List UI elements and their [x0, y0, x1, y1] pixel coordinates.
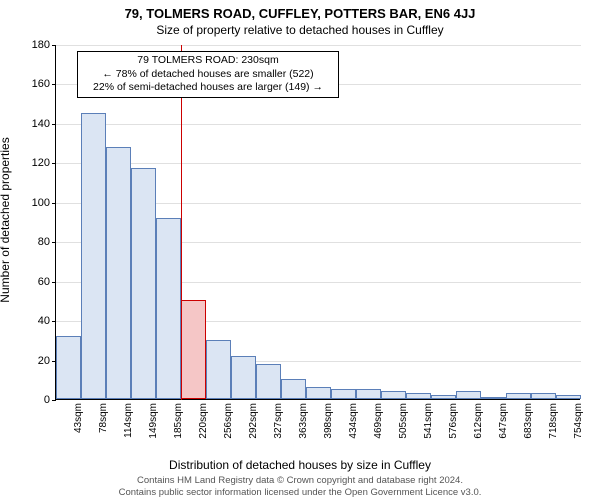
histogram-bar	[256, 364, 281, 400]
attribution-line-2: Contains public sector information licen…	[0, 487, 600, 498]
x-tick-label: 220sqm	[198, 403, 209, 439]
histogram-bar	[206, 340, 231, 399]
annotation-line-1: 79 TOLMERS ROAD: 230sqm	[83, 54, 333, 68]
x-tick-label: 647sqm	[498, 403, 509, 439]
histogram-bar	[481, 397, 506, 399]
gridline	[56, 45, 581, 46]
x-tick-label: 576sqm	[448, 403, 459, 439]
y-tick-mark	[52, 282, 56, 283]
y-tick-label: 60	[20, 276, 50, 288]
gridline	[56, 124, 581, 125]
y-tick-label: 20	[20, 355, 50, 367]
histogram-bar	[531, 393, 556, 399]
x-tick-label: 541sqm	[423, 403, 434, 439]
y-tick-label: 140	[20, 118, 50, 130]
y-tick-label: 100	[20, 197, 50, 209]
x-tick-label: 78sqm	[98, 403, 109, 433]
y-axis-label: Number of detached properties	[0, 137, 12, 302]
histogram-bar	[156, 218, 181, 399]
y-tick-label: 160	[20, 78, 50, 90]
histogram-bar	[506, 393, 531, 399]
histogram-bar	[556, 395, 581, 399]
x-tick-label: 434sqm	[348, 403, 359, 439]
property-marker-line	[181, 45, 182, 400]
y-tick-mark	[52, 45, 56, 46]
y-tick-mark	[52, 124, 56, 125]
histogram-bar	[456, 391, 481, 399]
x-tick-label: 398sqm	[323, 403, 334, 439]
annotation-line-3: 22% of semi-detached houses are larger (…	[83, 81, 333, 95]
y-tick-mark	[52, 203, 56, 204]
x-tick-label: 683sqm	[523, 403, 534, 439]
x-tick-label: 149sqm	[148, 403, 159, 439]
y-tick-label: 40	[20, 315, 50, 327]
annotation-box: 79 TOLMERS ROAD: 230sqm ← 78% of detache…	[77, 51, 339, 98]
x-tick-label: 292sqm	[248, 403, 259, 439]
attribution-line-1: Contains HM Land Registry data © Crown c…	[0, 475, 600, 486]
chart-container: 79, TOLMERS ROAD, CUFFLEY, POTTERS BAR, …	[0, 0, 600, 500]
histogram-bar	[231, 356, 256, 399]
histogram-bar	[181, 300, 206, 399]
attribution: Contains HM Land Registry data © Crown c…	[0, 475, 600, 498]
x-tick-label: 612sqm	[473, 403, 484, 439]
histogram-bar	[381, 391, 406, 399]
histogram-bar	[406, 393, 431, 399]
x-tick-label: 718sqm	[548, 403, 559, 439]
plot-region: 02040608010012014016018043sqm78sqm114sqm…	[55, 45, 580, 400]
y-tick-label: 80	[20, 236, 50, 248]
x-tick-label: 185sqm	[173, 403, 184, 439]
histogram-bar	[81, 113, 106, 399]
y-tick-mark	[52, 400, 56, 401]
histogram-bar	[106, 147, 131, 399]
x-tick-label: 256sqm	[223, 403, 234, 439]
histogram-bar	[56, 336, 81, 399]
histogram-bar	[331, 389, 356, 399]
histogram-bar	[131, 168, 156, 399]
chart-area: 02040608010012014016018043sqm78sqm114sqm…	[55, 45, 580, 400]
y-tick-label: 120	[20, 157, 50, 169]
y-tick-mark	[52, 84, 56, 85]
x-tick-label: 469sqm	[373, 403, 384, 439]
y-tick-mark	[52, 321, 56, 322]
y-tick-label: 0	[20, 394, 50, 406]
histogram-bar	[356, 389, 381, 399]
chart-title: 79, TOLMERS ROAD, CUFFLEY, POTTERS BAR, …	[0, 0, 600, 21]
y-tick-mark	[52, 242, 56, 243]
x-tick-label: 754sqm	[573, 403, 584, 439]
chart-subtitle: Size of property relative to detached ho…	[0, 21, 600, 37]
x-tick-label: 363sqm	[298, 403, 309, 439]
y-tick-label: 180	[20, 39, 50, 51]
x-axis-label: Distribution of detached houses by size …	[0, 458, 600, 472]
annotation-line-2: ← 78% of detached houses are smaller (52…	[83, 68, 333, 82]
histogram-bar	[281, 379, 306, 399]
x-tick-label: 327sqm	[273, 403, 284, 439]
x-tick-label: 114sqm	[123, 403, 134, 438]
y-tick-mark	[52, 163, 56, 164]
histogram-bar	[306, 387, 331, 399]
gridline	[56, 163, 581, 164]
x-tick-label: 505sqm	[398, 403, 409, 439]
x-tick-label: 43sqm	[73, 403, 84, 433]
histogram-bar	[431, 395, 456, 399]
